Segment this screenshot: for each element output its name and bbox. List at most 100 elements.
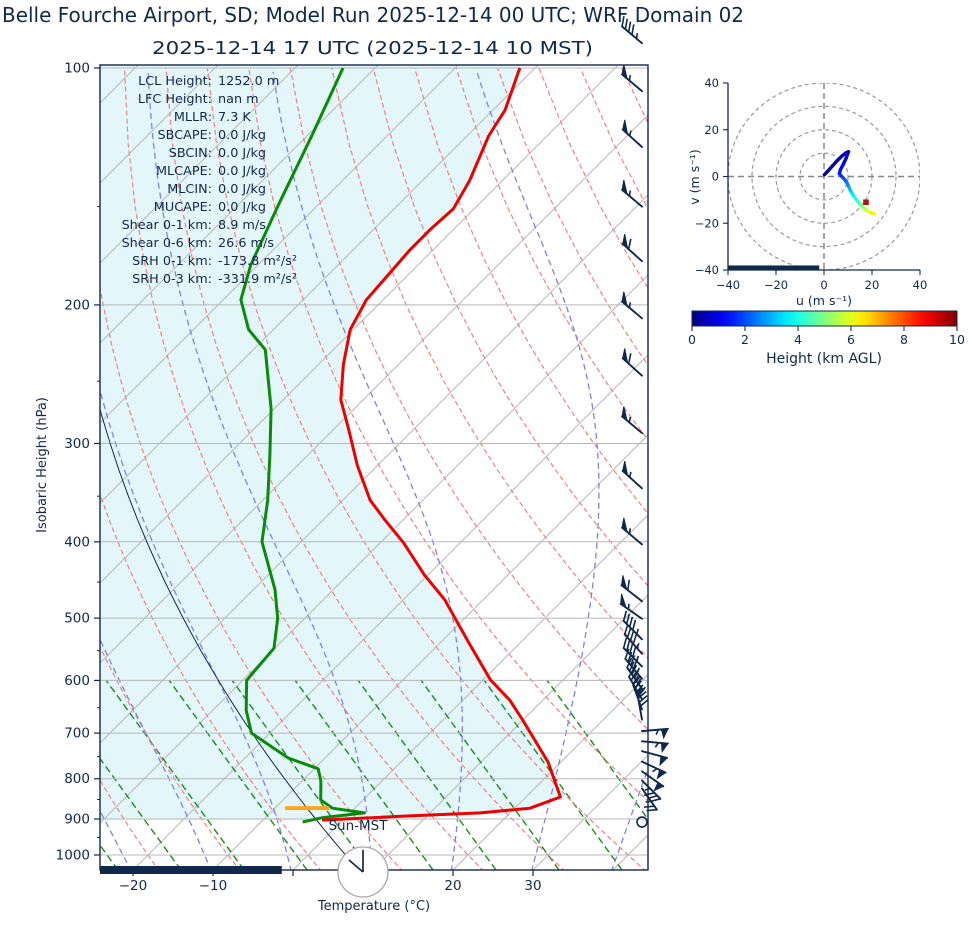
- y-tick-label: 100: [64, 61, 90, 77]
- skewt-axes-frame: 1002003004005006007008009001000−20−10102…: [56, 61, 649, 894]
- wind-barb: [641, 760, 667, 780]
- x-tick-label: 20: [444, 878, 461, 894]
- isotherm-line: [292, 514, 648, 870]
- stat-row: LCL Height: 1252.0 m: [138, 74, 279, 89]
- barb-feather: [624, 18, 628, 30]
- barb-feather: [626, 657, 633, 668]
- stat-label: MLCAPE:: [156, 164, 212, 179]
- stat-row: SBCIN: 0.0 J/kg: [169, 146, 266, 161]
- valid-time-subtitle: 2025-12-14 17 UTC (2025-12-14 10 MST): [152, 38, 593, 59]
- hodograph-y-tick-label: 0: [712, 170, 719, 184]
- dry-adiabat-line: [100, 492, 322, 870]
- barb-pennant: [621, 64, 628, 80]
- barb-pennant: [660, 728, 669, 740]
- stat-label: MLLR:: [174, 110, 212, 125]
- sounding-stats-panel: LCL Height: 1252.0 m LFC Height: nan m M…: [122, 74, 297, 287]
- dry-adiabat-line: [746, 68, 969, 872]
- barb-pennant: [622, 119, 629, 136]
- stat-value: 8.9 m/s: [218, 218, 266, 233]
- stat-value: 0.0 J/kg: [218, 182, 266, 197]
- stat-value: 0.0 J/kg: [218, 200, 266, 215]
- barb-half-feather: [644, 787, 651, 791]
- clock-hour-hand: [348, 859, 364, 873]
- barb-feather: [624, 648, 630, 660]
- barb-half-feather: [651, 767, 658, 773]
- stat-value: nan m: [218, 92, 259, 107]
- skewt-background-lines: [100, 65, 969, 872]
- barb-feather: [628, 643, 634, 655]
- hodograph-x-tick-label: −20: [764, 278, 788, 292]
- barb-pennant: [622, 233, 629, 250]
- mixing-ratio-line: [546, 679, 648, 821]
- wind-barb: [621, 64, 643, 93]
- stat-label: SBCIN:: [169, 146, 212, 161]
- barb-feather: [627, 579, 631, 591]
- stat-row: MLCIN: 0.0 J/kg: [167, 182, 266, 197]
- barb-feather: [627, 651, 633, 663]
- stat-value: 1252.0 m: [218, 74, 279, 89]
- barb-feather: [631, 664, 638, 675]
- storm-motion-marker: [863, 199, 869, 206]
- isotherm-line: [100, 194, 648, 744]
- barb-half-feather: [654, 742, 660, 748]
- barb-staff: [636, 693, 643, 721]
- y-tick-label: 900: [64, 811, 90, 827]
- colorbar-label: Height (km AGL): [766, 351, 882, 367]
- wind-barb: [622, 610, 643, 641]
- hodograph-y-tick-label: 20: [704, 123, 719, 137]
- mixing-ratio-line: [100, 757, 182, 870]
- y-tick-label: 300: [64, 436, 90, 452]
- y-tick-label: 700: [64, 726, 90, 742]
- barb-pennant: [620, 575, 628, 591]
- stat-row: LFC Height: nan m: [138, 92, 259, 107]
- barb-pennant: [621, 406, 628, 422]
- dry-adiabat-line: [100, 645, 241, 870]
- barb-feather: [636, 686, 647, 695]
- barb-feather: [632, 633, 638, 645]
- stat-row: MLCAPE: 0.0 J/kg: [156, 164, 266, 179]
- surface-parcel-trace: [100, 407, 360, 870]
- stat-row: MUCAPE: 0.0 J/kg: [154, 200, 266, 215]
- dry-adiabat-line: [705, 68, 969, 872]
- barb-pennant: [620, 593, 627, 609]
- stat-row: SBCAPE: 0.0 J/kg: [158, 128, 267, 143]
- colorbar-tick-label: 6: [847, 332, 855, 347]
- barb-feather: [632, 676, 641, 686]
- barb-feather: [633, 680, 642, 690]
- barb-half-feather: [635, 32, 639, 39]
- barb-feather: [628, 667, 635, 678]
- barb-feather: [623, 624, 629, 635]
- barb-feather: [622, 637, 628, 649]
- moist-adiabat-line: [272, 71, 463, 870]
- barb-pennant: [653, 781, 665, 792]
- isotherm-line: [100, 65, 539, 504]
- x-axis-label: Temperature (°C): [317, 899, 430, 914]
- barb-pennant: [621, 517, 628, 534]
- barb-feather: [621, 16, 625, 27]
- barb-feather: [646, 808, 657, 812]
- barb-pennant: [622, 348, 629, 364]
- stat-value: 26.6 m/s: [218, 236, 274, 251]
- wind-barb: [641, 787, 658, 812]
- stat-row: MLLR: 7.3 K: [174, 110, 252, 125]
- moist-adiabat-line: [147, 71, 372, 870]
- wind-barb: [621, 233, 643, 263]
- barb-feather: [631, 619, 637, 631]
- stat-value: 0.0 J/kg: [218, 146, 266, 161]
- y-tick-label: 600: [64, 673, 90, 689]
- dewpoint-profile: [239, 67, 366, 824]
- barb-feather: [630, 655, 636, 666]
- wind-barb-column: [619, 16, 669, 812]
- hodograph-clipped-area: [728, 83, 920, 270]
- stat-value: -173.8 m²/s²: [218, 254, 297, 269]
- hodograph-x-tick-label: 0: [820, 278, 827, 292]
- barb-half-feather: [628, 302, 632, 308]
- wind-barb: [641, 740, 669, 754]
- wind-barb: [621, 119, 643, 148]
- y-tick-label: 500: [64, 611, 90, 627]
- barb-staff: [626, 666, 643, 690]
- dry-adiabat-line: [496, 67, 648, 366]
- wind-barb: [619, 593, 643, 620]
- dry-adiabat-line: [663, 68, 969, 872]
- wind-barb: [620, 575, 643, 603]
